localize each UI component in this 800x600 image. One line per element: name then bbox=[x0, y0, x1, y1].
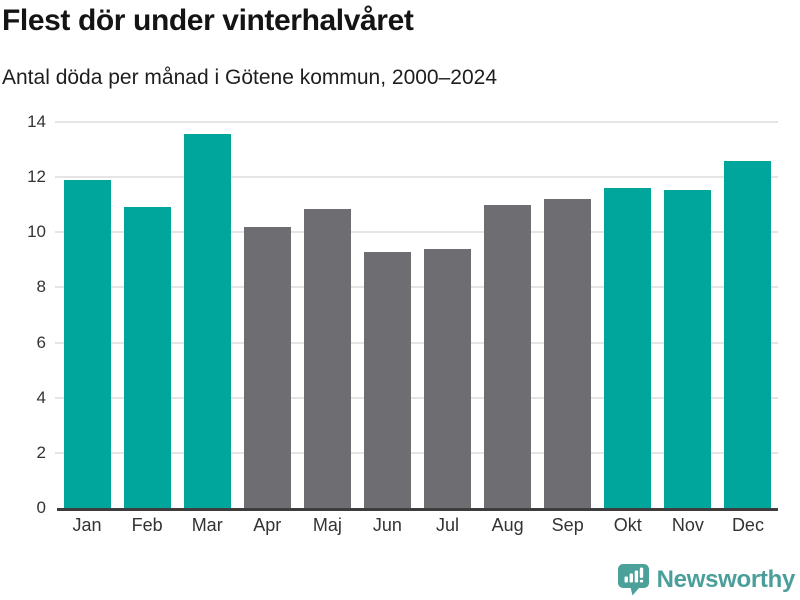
gridline-10 bbox=[55, 231, 778, 234]
x-axis-label-maj: Maj bbox=[312, 515, 342, 535]
x-axis-label-mar: Mar bbox=[191, 515, 223, 535]
y-tick-label-12: 12 bbox=[27, 167, 46, 187]
y-tick-label-6: 6 bbox=[36, 332, 46, 352]
gridline-4 bbox=[55, 396, 778, 399]
gridline-14 bbox=[55, 121, 778, 123]
bar-nov bbox=[664, 189, 712, 508]
bar-maj bbox=[303, 208, 351, 508]
newsworthy-logo-icon bbox=[617, 564, 649, 596]
bar-okt bbox=[604, 188, 652, 508]
newsworthy-logo-text: Newsworthy bbox=[656, 565, 796, 593]
gridline-6 bbox=[55, 341, 778, 344]
chart-subtitle: Antal döda per månad i Götene kommun, 20… bbox=[2, 66, 498, 89]
bar-apr bbox=[243, 226, 291, 508]
x-axis-label-apr: Apr bbox=[253, 515, 282, 535]
bar-feb bbox=[123, 207, 171, 508]
x-axis-label-jan: Jan bbox=[72, 515, 102, 535]
y-tick-label-14: 14 bbox=[27, 112, 46, 131]
bar-mar bbox=[183, 134, 231, 508]
x-axis-label-aug: Aug bbox=[491, 515, 524, 535]
bar-jan bbox=[63, 179, 111, 508]
gridline-8 bbox=[55, 286, 778, 289]
x-axis-label-dec: Dec bbox=[731, 515, 764, 535]
y-tick-label-10: 10 bbox=[27, 222, 46, 242]
x-axis-label-jul: Jul bbox=[436, 515, 460, 535]
y-tick-label-0: 0 bbox=[36, 498, 46, 517]
bar-aug bbox=[484, 204, 532, 508]
x-axis-label-feb: Feb bbox=[131, 515, 163, 535]
bar-dec bbox=[724, 160, 772, 508]
x-axis-label-nov: Nov bbox=[671, 515, 704, 535]
chart-title: Flest dör under vinterhalvåret bbox=[2, 4, 414, 37]
bar-jun bbox=[363, 251, 411, 508]
x-axis-label-jun: Jun bbox=[372, 515, 402, 535]
x-axis-label-sep: Sep bbox=[551, 515, 584, 535]
newsworthy-logo: Newsworthy bbox=[617, 563, 795, 596]
y-tick-label-4: 4 bbox=[36, 387, 46, 407]
gridline-12 bbox=[55, 176, 778, 179]
plot-area bbox=[55, 121, 778, 511]
gridline-2 bbox=[55, 451, 778, 454]
bar-sep bbox=[544, 199, 592, 508]
y-tick-label-2: 2 bbox=[36, 442, 46, 462]
y-tick-label-8: 8 bbox=[36, 277, 46, 297]
x-axis-label-okt: Okt bbox=[613, 515, 642, 535]
bar-jul bbox=[424, 248, 472, 508]
